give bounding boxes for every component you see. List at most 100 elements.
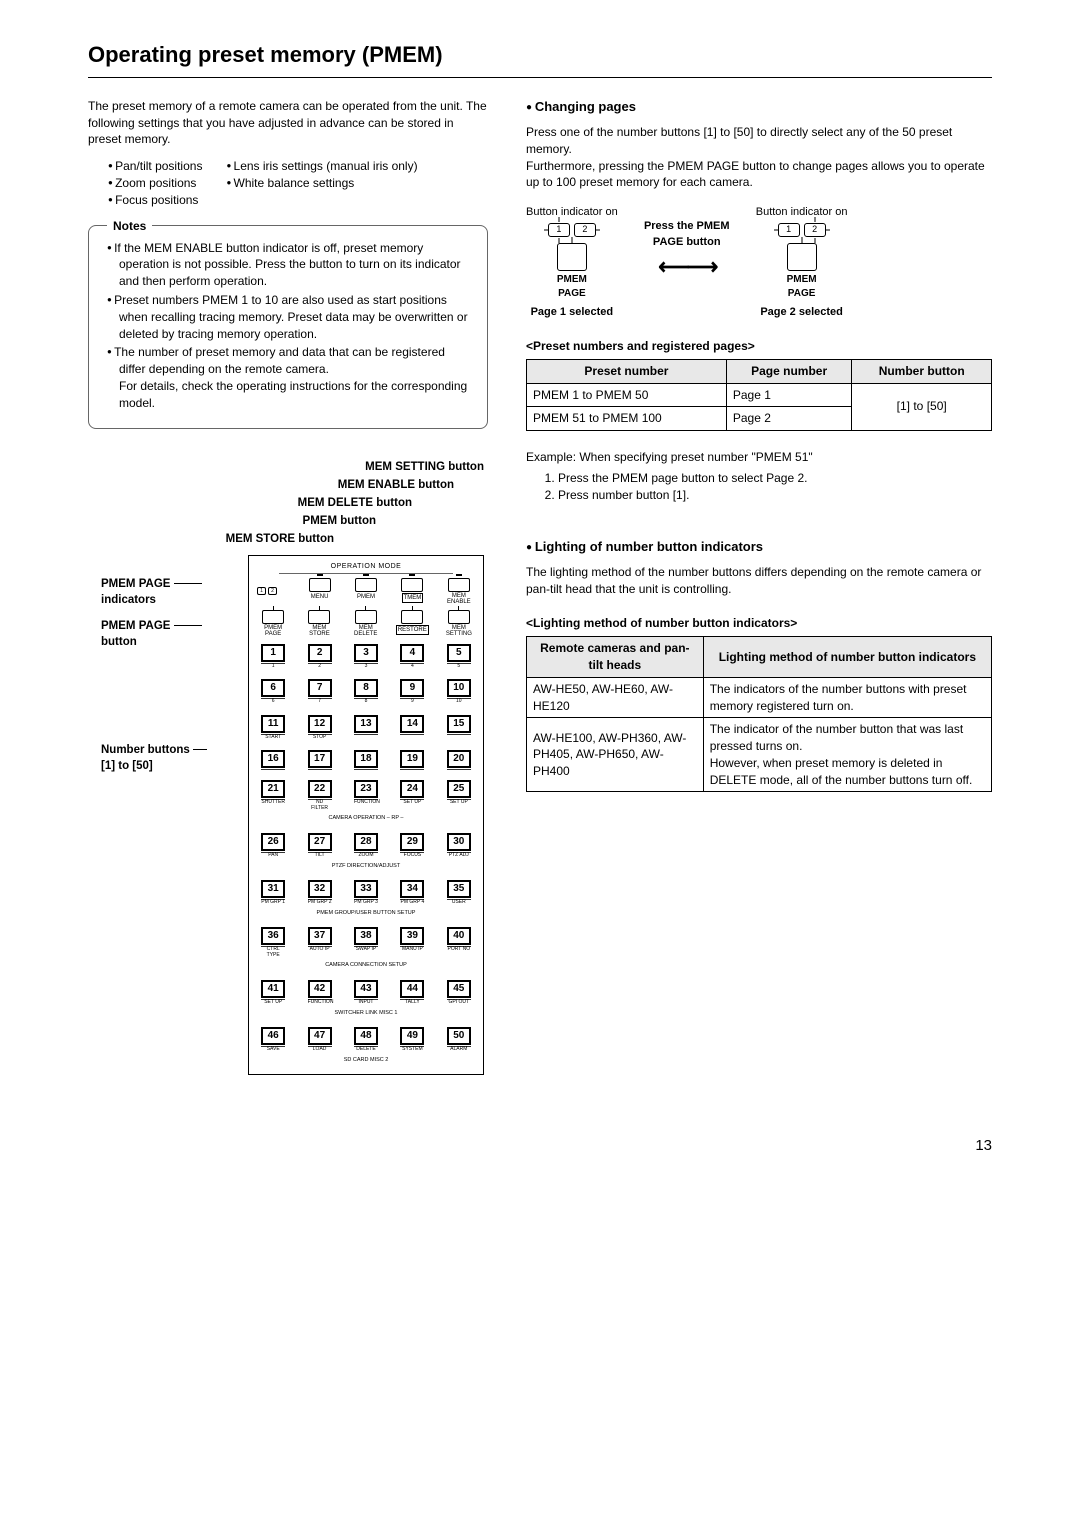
number-button-sublabel: INPUT [354,999,378,1006]
number-button-12[interactable]: 12STOP [303,715,335,741]
number-button-sublabel [354,734,378,735]
mem-setting-button[interactable]: MEM SETTING [443,610,475,637]
number-button-13[interactable]: 13 [350,715,382,741]
mem-store-button[interactable]: MEM STORE [303,610,335,637]
side-label-pmem-button: PMEM PAGE button [101,618,241,650]
number-button-26[interactable]: 26PAN [257,833,289,859]
number-button-4[interactable]: 44 [396,644,428,670]
number-button-23[interactable]: 23FUNCTION [350,780,382,811]
number-button-41[interactable]: 41SET UP [257,980,289,1006]
tmem-button[interactable]: TMEM [396,578,428,605]
changing-pages-text: Press one of the number buttons [1] to [… [526,124,992,191]
number-button-22[interactable]: 22ND FILTER [303,780,335,811]
number-button-3[interactable]: 33 [350,644,382,670]
pmem-page-indicator: 12 [257,587,277,595]
td: Page 2 [726,407,852,431]
number-button-34[interactable]: 34PM GRP 4 [396,880,428,906]
number-button-32[interactable]: 32PM GRP 2 [303,880,335,906]
number-button-sublabel: DELETE [354,1046,378,1053]
number-button-29[interactable]: 29FOCUS [396,833,428,859]
button-group-label: PTZF DIRECTION/ADJUST [257,863,475,871]
number-button-49[interactable]: 49SYSTEM [396,1027,428,1053]
number-button-35[interactable]: 35USER [443,880,475,906]
number-button-37[interactable]: 37AUTO IP [303,927,335,958]
press-instruction: Press the PMEM PAGE button ⟵⟶ [630,205,744,278]
number-button-28[interactable]: 28ZOOM [350,833,382,859]
number-button-18[interactable]: 18 [350,750,382,770]
number-button-21[interactable]: 21SHUTTER [257,780,289,811]
indicator-2: 2 [574,223,596,237]
settings-col-2: Lens iris settings (manual iris only) Wh… [226,158,417,208]
restore-button[interactable]: RESTORE [396,610,429,637]
indicator-on-label: Button indicator on [526,205,618,220]
number-button-11[interactable]: 11START [257,715,289,741]
number-button-5[interactable]: 55 [443,644,475,670]
td: Page 1 [726,383,852,407]
number-button-1[interactable]: 11 [257,644,289,670]
number-button-10[interactable]: 1010 [443,679,475,705]
pmem-page-button[interactable]: PMEM PAGE [257,610,289,637]
number-button-36[interactable]: 36CTRL TYPE [257,927,289,958]
pmem-button[interactable]: PMEM [350,578,382,605]
pmem-page-caption: PMEM PAGE [526,273,618,301]
number-button-27[interactable]: 27TILT [303,833,335,859]
number-button-sublabel: 5 [447,663,471,670]
number-button-47[interactable]: 47LOAD [303,1027,335,1053]
number-button-sublabel: ND FILTER [308,799,332,811]
number-button-25[interactable]: 25SET UP [443,780,475,811]
number-button-sublabel [400,734,424,735]
number-button-sublabel: SET UP [261,999,285,1006]
two-column-layout: The preset memory of a remote camera can… [88,98,992,1076]
th-lighting-method: Lighting method of number button indicat… [703,637,991,678]
td: AW-HE100, AW-PH360, AW-PH405, AW-PH650, … [527,718,704,792]
mem-delete-button[interactable]: MEM DELETE [350,610,382,637]
number-button-7[interactable]: 77 [303,679,335,705]
number-button-43[interactable]: 43INPUT [350,980,382,1006]
notes-box: Notes If the MEM ENABLE button indicator… [88,225,488,429]
number-button-15[interactable]: 15 [443,715,475,741]
number-button-46[interactable]: 46SAVE [257,1027,289,1053]
preset-table-title: <Preset numbers and registered pages> [526,338,992,355]
pmem-page-button-icon[interactable] [557,243,587,271]
number-button-19[interactable]: 19 [396,750,428,770]
number-button-31[interactable]: 31PM GRP 1 [257,880,289,906]
number-button-24[interactable]: 24SET UP [396,780,428,811]
number-button-38[interactable]: 38SWAP IP [350,927,382,958]
pmem-page-button-icon[interactable] [787,243,817,271]
number-button-39[interactable]: 39MANU IP [396,927,428,958]
number-button-sublabel: SWAP IP [354,946,378,953]
number-button-45[interactable]: 45GPI OUT [443,980,475,1006]
side-label-pmem-indicators: PMEM PAGE indicators [101,576,241,608]
number-button-30[interactable]: 30PTZ ADJ [443,833,475,859]
number-button-2[interactable]: 22 [303,644,335,670]
td: PMEM 51 to PMEM 100 [527,407,727,431]
menu-button[interactable]: MENU [303,578,335,605]
th-page-number: Page number [726,359,852,383]
mem-enable-button[interactable]: MEM ENABLE [443,578,475,605]
mode-row: 12 MENU PMEM TMEM MEM ENABLE [255,578,477,605]
indicator-1: 1 [548,223,570,237]
controller-diagram: MEM SETTING button MEM ENABLE button MEM… [104,459,484,1076]
setting-item: Zoom positions [108,175,202,192]
number-button-9[interactable]: 99 [396,679,428,705]
number-button-40[interactable]: 40PORT NO [443,927,475,958]
number-button-33[interactable]: 33PM GRP 3 [350,880,382,906]
note-item: Preset numbers PMEM 1 to 10 are also use… [107,292,473,342]
number-button-44[interactable]: 44TALLY [396,980,428,1006]
page1-selected-caption: Page 1 selected [526,305,618,320]
number-button-6[interactable]: 66 [257,679,289,705]
number-button-sublabel: 2 [308,663,332,670]
number-button-sublabel: SET UP [400,799,424,806]
number-button-48[interactable]: 48DELETE [350,1027,382,1053]
number-button-14[interactable]: 14 [396,715,428,741]
th-cameras: Remote cameras and pan-tilt heads [527,637,704,678]
number-button-8[interactable]: 88 [350,679,382,705]
button-group-label: PMEM GROUP/USER BUTTON SETUP [257,910,475,918]
number-button-20[interactable]: 20 [443,750,475,770]
number-button-17[interactable]: 17 [303,750,335,770]
number-button-16[interactable]: 16 [257,750,289,770]
number-button-42[interactable]: 42FUNCTION [303,980,335,1006]
number-button-sublabel [447,769,471,770]
number-button-sublabel: FUNCTION [308,999,332,1006]
number-button-50[interactable]: 50ALARM [443,1027,475,1053]
